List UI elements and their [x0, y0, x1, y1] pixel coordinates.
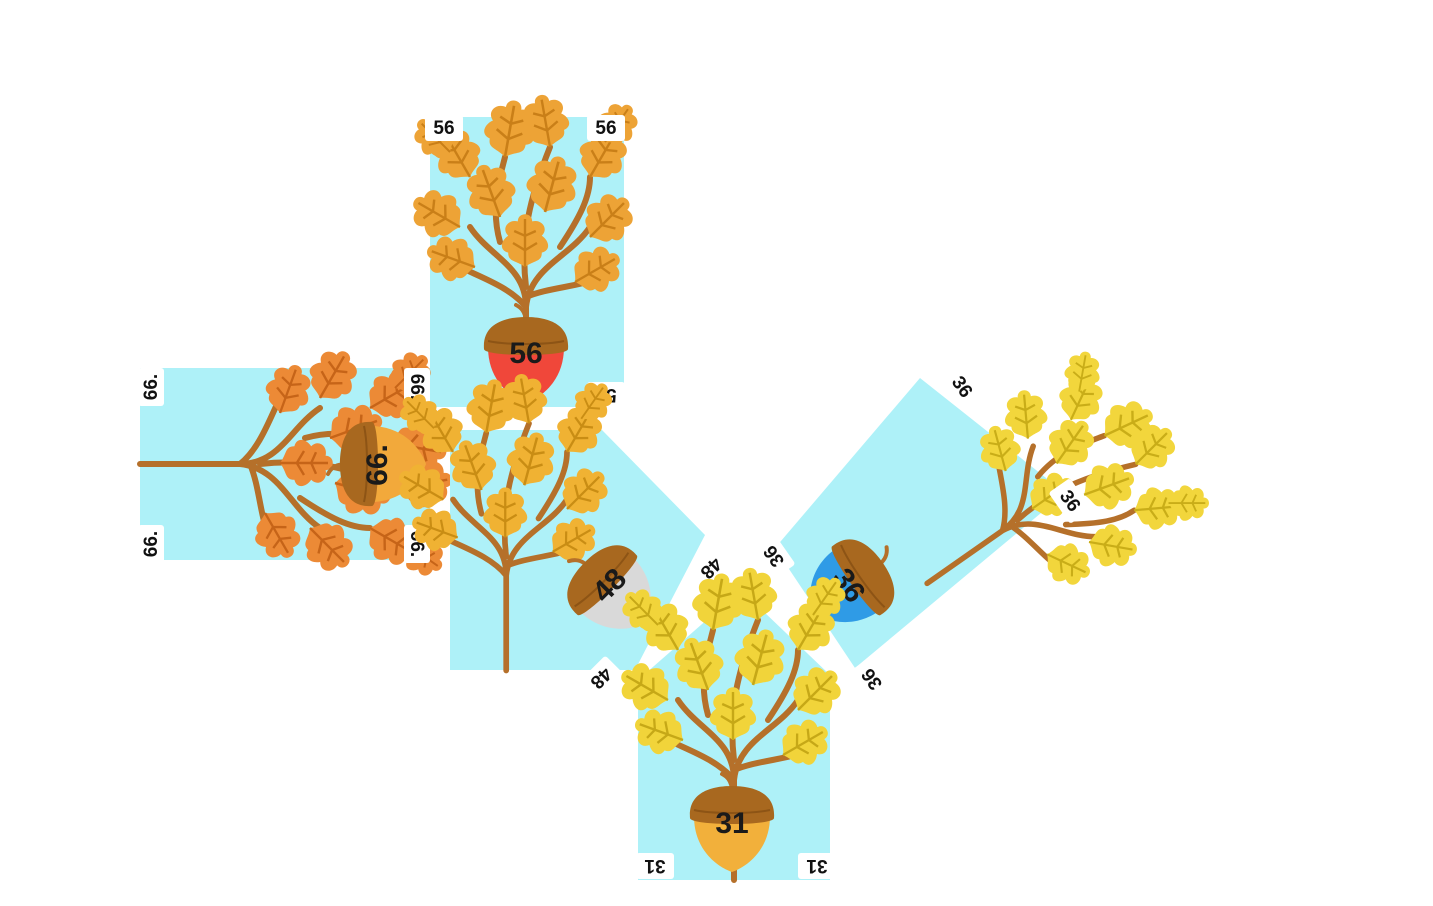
oak-leaf-icon: [674, 637, 724, 691]
oak-leaf-icon: [426, 236, 476, 282]
oak-leaf-icon: [483, 487, 528, 538]
oak-leaf-icon: [562, 468, 608, 514]
oak-branch-icon: [924, 351, 1209, 587]
card-36[interactable]: 36 36 36 36 36: [752, 351, 1209, 703]
oak-leaf-icon: [574, 246, 620, 292]
oak-leaf-icon: [980, 425, 1021, 472]
oak-leaf-icon: [782, 719, 828, 765]
oak-branch-icon: [399, 374, 613, 674]
oak-leaf-icon: [731, 567, 778, 621]
acorn-number: 66.: [361, 444, 394, 486]
oak-leaf-icon: [734, 629, 785, 686]
corner-number: 31: [636, 853, 674, 879]
oak-leaf-icon: [1168, 485, 1209, 521]
oak-leaf-icon: [574, 382, 613, 421]
corner-number: 56: [425, 115, 463, 141]
oak-leaf-icon: [309, 351, 357, 399]
oak-leaf-icon: [523, 94, 570, 148]
oak-leaf-icon: [709, 687, 757, 740]
oak-leaf-icon: [622, 589, 662, 629]
oak-leaf-icon: [413, 190, 461, 238]
oak-leaf-icon: [806, 577, 846, 617]
oak-leaf-icon: [621, 663, 669, 711]
corner-number: 66.: [138, 368, 164, 406]
acorn-number: 56: [509, 337, 543, 370]
oak-leaf-icon: [634, 709, 684, 755]
oak-leaf-icon: [506, 432, 555, 486]
acorn-number: 31: [715, 807, 749, 840]
oak-leaf-icon: [1131, 425, 1175, 469]
corner-number: 31: [798, 853, 836, 879]
card-56[interactable]: 56 56 56 56: [413, 94, 638, 410]
oak-leaf-icon: [552, 518, 596, 562]
oak-leaf-icon: [585, 194, 633, 242]
oak-leaf-icon: [484, 100, 534, 158]
oak-leaf-icon: [526, 156, 577, 213]
oak-leaf-icon: [255, 512, 301, 558]
corner-number: 66.: [138, 525, 164, 563]
corner-number: 56: [587, 115, 625, 141]
acorn-icon: [689, 772, 775, 872]
card-56-art: [413, 94, 638, 410]
card-31-art: [621, 567, 846, 883]
oak-leaf-icon: [305, 523, 353, 571]
oak-branch-icon: [413, 94, 638, 410]
oak-leaf-icon: [1134, 487, 1183, 530]
card-31[interactable]: 31 31 31: [621, 567, 846, 883]
oak-leaf-icon: [1048, 419, 1095, 466]
oak-leaf-icon: [692, 573, 742, 631]
oak-leaf-icon: [501, 214, 549, 267]
oak-leaf-icon: [1064, 351, 1100, 392]
oak-leaf-icon: [1046, 543, 1090, 585]
oak-leaf-icon: [400, 394, 438, 432]
oak-leaf-icon: [466, 164, 516, 218]
oak-leaf-icon: [280, 439, 333, 487]
oak-leaf-icon: [1083, 463, 1135, 510]
oak-leaf-icon: [399, 464, 445, 510]
oak-leaf-icon: [1088, 524, 1137, 567]
oak-leaf-icon: [1005, 390, 1048, 439]
card-36-art: [775, 351, 1209, 668]
oak-leaf-icon: [265, 364, 311, 414]
oak-leaf-icon: [503, 374, 548, 424]
oak-branch-icon: [621, 567, 846, 883]
oak-leaf-icon: [466, 379, 514, 434]
oak-leaf-icon: [793, 667, 841, 715]
oak-leaf-icon: [412, 508, 459, 552]
oak-leaf-icon: [450, 440, 497, 491]
acorn-icon: [326, 421, 426, 507]
card-66[interactable]: 66. 66. 66. 66. 66.: [137, 351, 453, 576]
